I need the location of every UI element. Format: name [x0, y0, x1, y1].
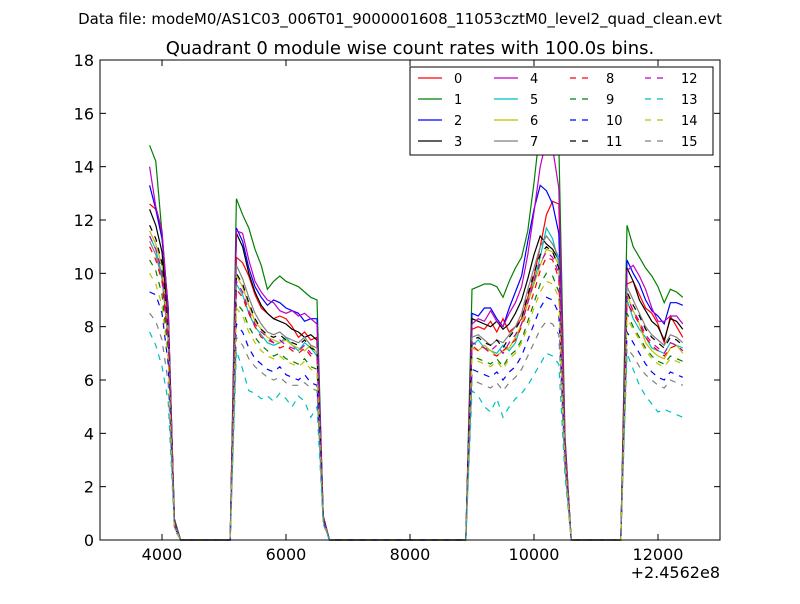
legend-label-7: 7 [530, 135, 538, 150]
legend-label-8: 8 [606, 72, 614, 87]
legend-label-14: 14 [681, 114, 698, 129]
figure-suptitle: Data file: modeM0/AS1C03_006T01_90000016… [78, 10, 722, 29]
legend-label-12: 12 [681, 72, 698, 87]
y-tick-label: 12 [74, 211, 94, 230]
x-tick-label: 6000 [266, 545, 307, 564]
x-axis-ticks: 4000 6000 8000 10000 12000 [142, 60, 684, 564]
legend-label-13: 13 [681, 93, 698, 108]
legend-label-11: 11 [606, 135, 623, 150]
x-tick-label: 10000 [509, 545, 560, 564]
y-tick-label: 8 [84, 318, 94, 337]
legend-label-1: 1 [454, 93, 462, 108]
series-line-11 [149, 225, 684, 541]
y-tick-label: 6 [84, 371, 94, 390]
y-tick-label: 16 [74, 104, 94, 123]
legend-label-2: 2 [454, 114, 462, 129]
y-tick-label: 2 [84, 478, 94, 497]
series-line-13 [149, 331, 684, 541]
legend-label-0: 0 [454, 72, 462, 87]
legend-box [409, 66, 714, 156]
x-tick-label: 8000 [390, 545, 431, 564]
x-axis-offset-label: +2.4562e8 [631, 563, 720, 582]
y-tick-label: 14 [74, 158, 94, 177]
y-tick-label: 0 [84, 531, 94, 550]
x-tick-label: 12000 [633, 545, 684, 564]
legend-label-6: 6 [530, 114, 538, 129]
legend-label-4: 4 [530, 72, 538, 87]
chart-title: Quadrant 0 module wise count rates with … [166, 38, 655, 59]
legend-label-5: 5 [530, 93, 538, 108]
x-tick-label: 4000 [142, 545, 183, 564]
y-tick-label: 4 [84, 424, 94, 443]
y-tick-label: 10 [74, 264, 94, 283]
legend-label-3: 3 [454, 135, 462, 150]
legend-label-15: 15 [681, 135, 698, 150]
legend-label-9: 9 [606, 93, 614, 108]
y-tick-label: 18 [74, 51, 94, 70]
legend-label-10: 10 [606, 114, 623, 129]
